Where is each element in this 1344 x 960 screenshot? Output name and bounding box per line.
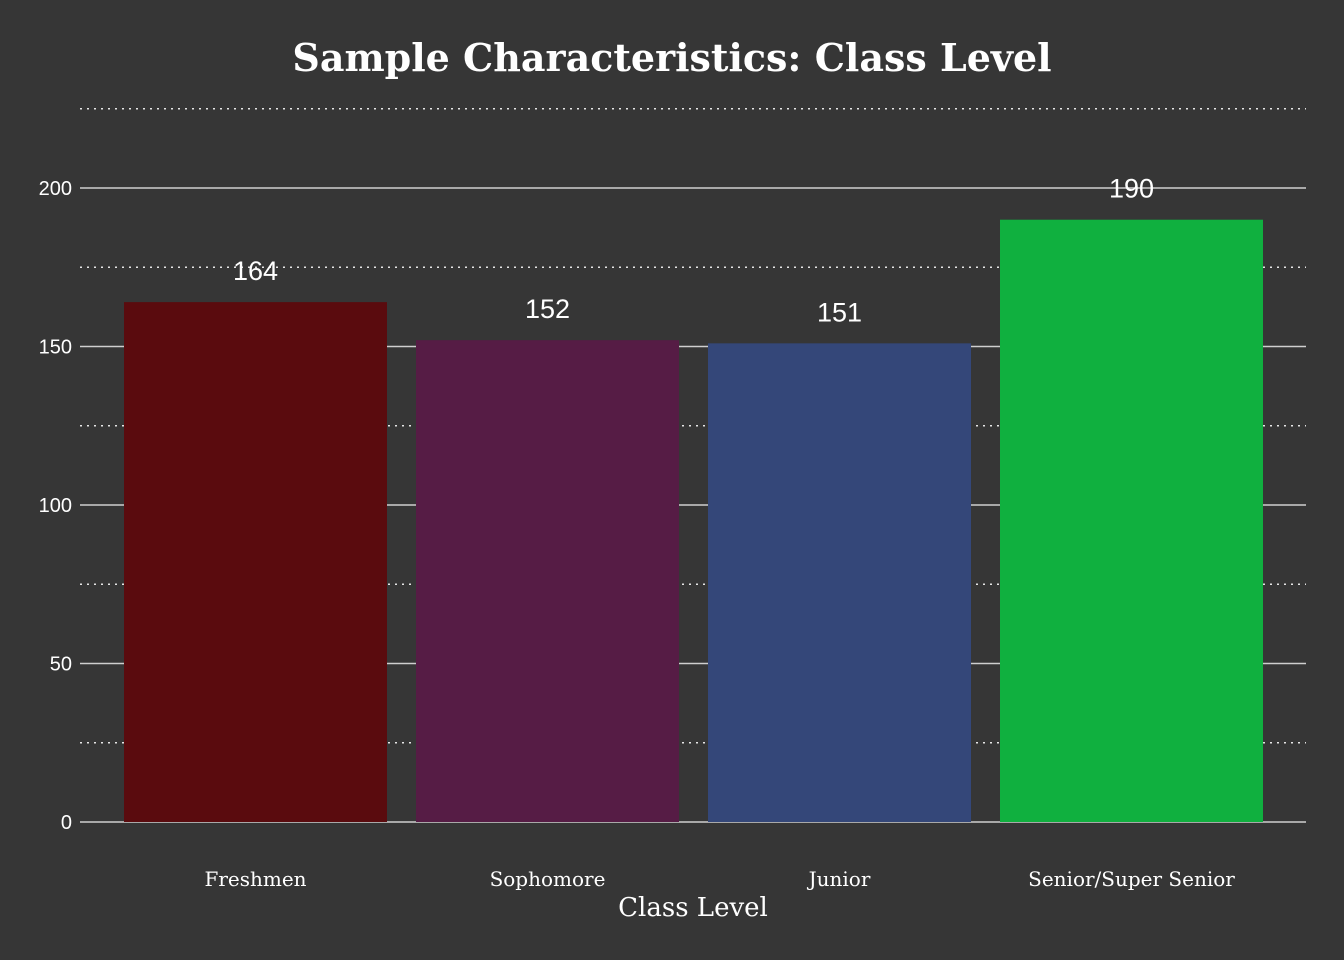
bar — [416, 340, 679, 822]
x-tick-label: Senior/Super Senior — [1028, 867, 1235, 891]
data-labels: 164 152 151 190 — [233, 174, 1154, 328]
y-tick-label: 100 — [39, 495, 72, 517]
bar — [708, 343, 971, 822]
x-tick-label: Freshmen — [204, 867, 306, 891]
x-axis-ticks: Freshmen Sophomore Junior Senior/Super Seni… — [204, 867, 1235, 891]
x-tick-label: Sophomore — [490, 867, 606, 891]
data-label: 152 — [525, 294, 570, 324]
bars — [124, 219, 1263, 822]
y-tick-label: 0 — [61, 812, 72, 834]
y-tick-label: 200 — [39, 178, 72, 200]
y-axis-ticks: 0 50 100 150 200 — [39, 178, 72, 834]
y-tick-label: 50 — [50, 654, 72, 676]
data-label: 190 — [1109, 174, 1154, 204]
data-label: 164 — [233, 256, 278, 286]
bar — [124, 302, 387, 822]
y-tick-label: 150 — [39, 337, 72, 359]
x-tick-label: Junior — [807, 867, 871, 891]
chart-title: Sample Characteristics: Class Level — [292, 35, 1051, 80]
x-axis-label: Class Level — [618, 893, 768, 923]
data-label: 151 — [817, 297, 862, 327]
bar — [1000, 219, 1263, 822]
